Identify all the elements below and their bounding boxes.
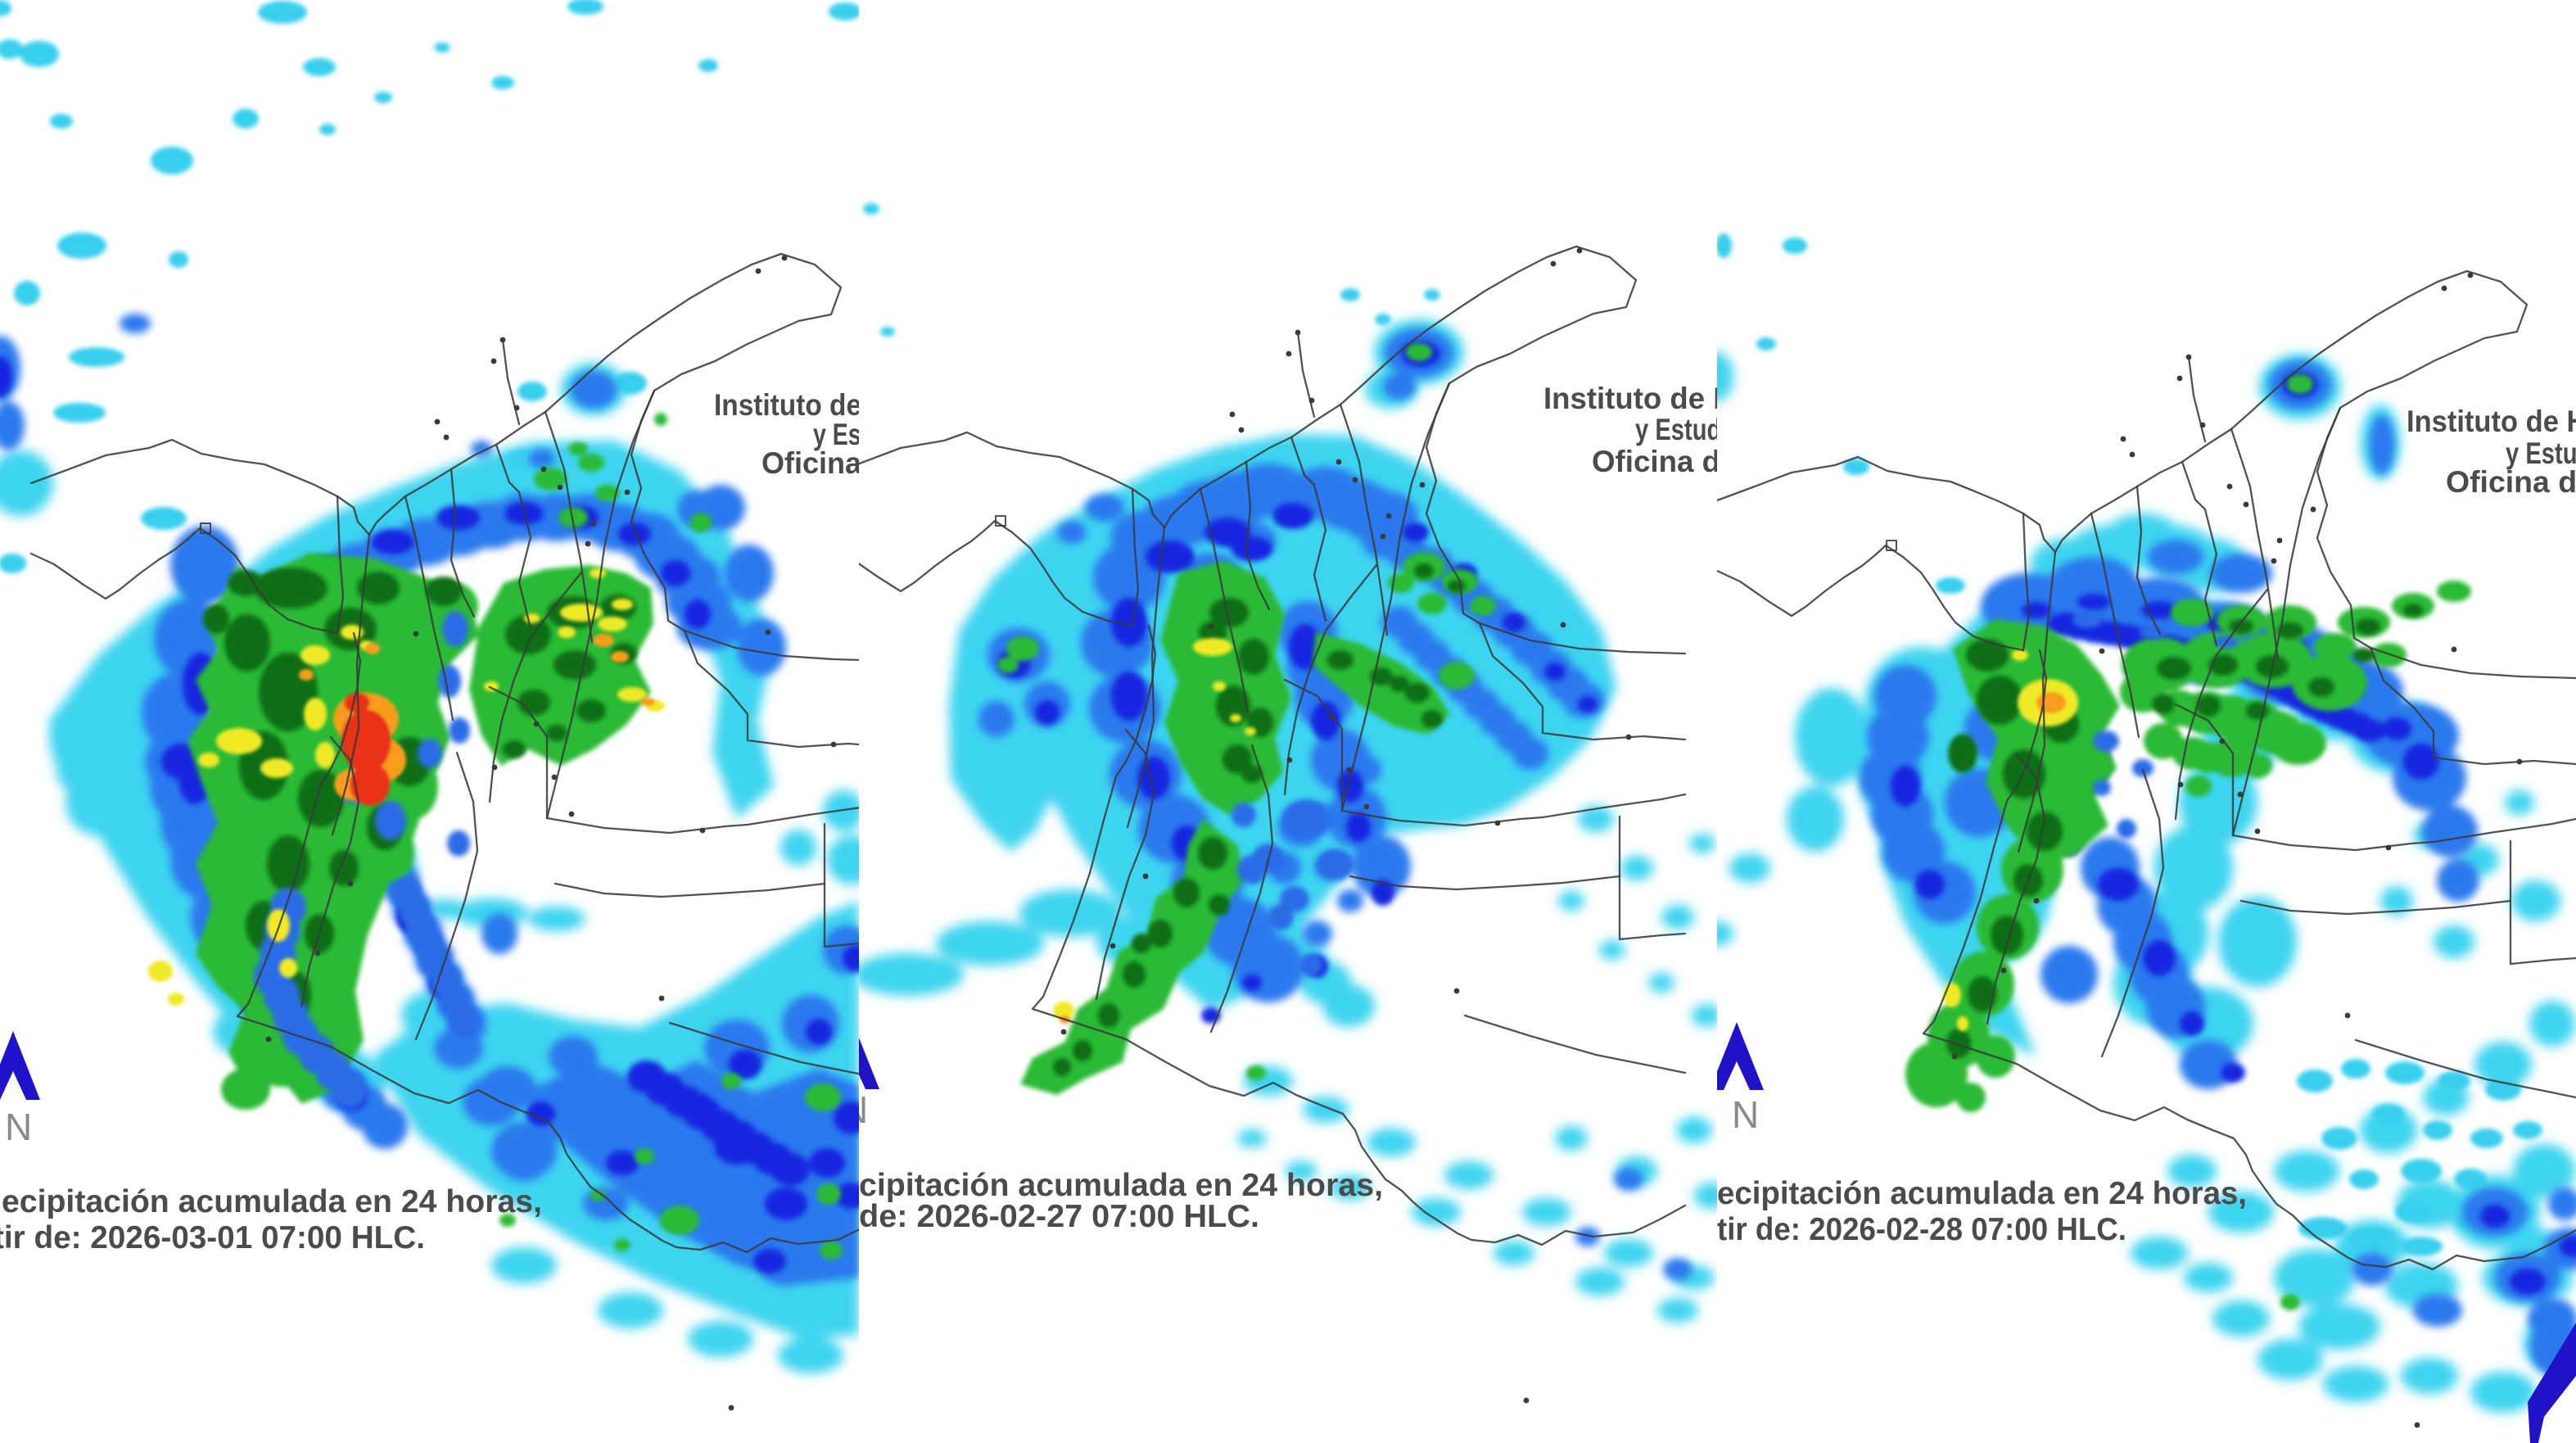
svg-text:N: N <box>1732 1093 1759 1136</box>
svg-text:de: 2026-02-27 07:00 HLC.: de: 2026-02-27 07:00 HLC. <box>859 1199 1259 1234</box>
svg-text:N: N <box>5 1106 32 1148</box>
svg-text:y Estudios Ambientales IDEAM: y Estudios Ambientales IDEAM <box>1635 413 1987 446</box>
svg-text:Oficina del Servicio de Pronós: Oficina del Servicio de Pronósticos y Al… <box>2446 465 2576 499</box>
svg-text:Instituto de Hidrología, Meteo: Instituto de Hidrología, Meteorología <box>1543 382 2064 415</box>
svg-text:ecipitación acumulada en 24 ho: ecipitación acumulada en 24 horas, <box>2 1184 542 1219</box>
svg-text:tir de: 2026-03-01 07:00 HLC.: tir de: 2026-03-01 07:00 HLC. <box>0 1220 425 1255</box>
svg-text:y Estudios Ambientales IDEAM: y Estudios Ambientales IDEAM <box>2506 437 2576 470</box>
svg-text:Instituto de Hidrología, Meteo: Instituto de Hidrología, Meteorología <box>2407 405 2576 438</box>
svg-text:tir de: 2026-02-28 07:00 HLC.: tir de: 2026-02-28 07:00 HLC. <box>1717 1212 2126 1247</box>
svg-text:N: N <box>841 1088 868 1131</box>
svg-text:ecipitación acumulada en 24 ho: ecipitación acumulada en 24 horas, <box>1717 1176 2247 1211</box>
svg-text:y Estudios Ambientales IDEAM: y Estudios Ambientales IDEAM <box>813 418 1157 451</box>
svg-text:cipitación acumulada en 24 hor: cipitación acumulada en 24 horas, <box>859 1168 1383 1203</box>
svg-text:Instituto de Hidrología, Meteo: Instituto de Hidrología, Meteorología <box>714 388 1190 422</box>
svg-text:Oficina del Servicio de Pronós: Oficina del Servicio de Pronósticos y Al… <box>762 446 1388 480</box>
svg-text:Oficina del Servicio de Pronós: Oficina del Servicio de Pronósticos y Al… <box>1592 445 2230 478</box>
